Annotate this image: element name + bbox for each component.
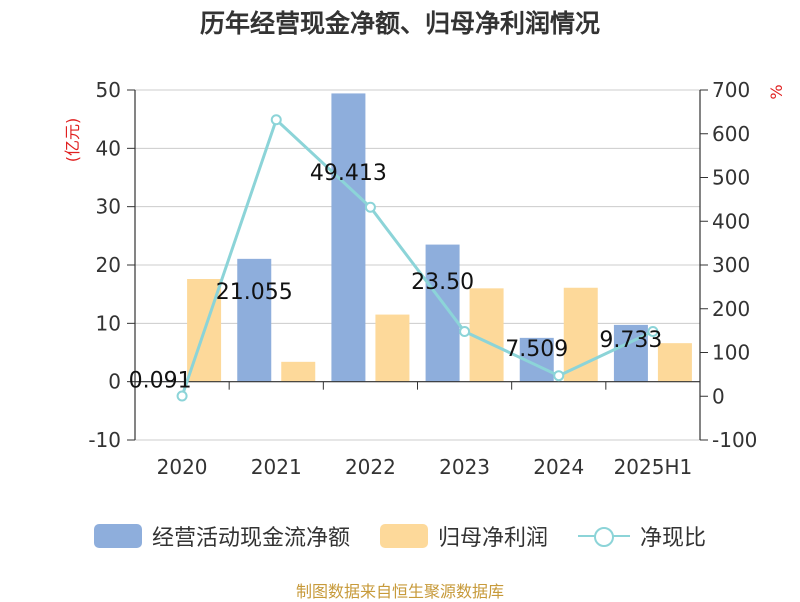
y-right-tick-label: 600 [712, 122, 750, 146]
x-tick-label: 2022 [345, 455, 396, 479]
data-label-cashflow: 0.091 [129, 369, 192, 394]
source-note: 制图数据来自恒生聚源数据库 [295, 582, 504, 601]
data-label-cashflow: 21.055 [216, 280, 293, 305]
bar-cashflow [425, 244, 460, 382]
bar-net-profit [563, 287, 598, 382]
data-label-cashflow: 49.413 [310, 161, 387, 186]
y-left-tick-label: 40 [96, 136, 121, 160]
x-tick-label: 2023 [439, 455, 490, 479]
y-right-tick-label: 0 [712, 384, 725, 408]
y-left-tick-label: 20 [96, 253, 121, 277]
legend-swatch-net-profit [379, 524, 428, 548]
y-right-tick-label: 500 [712, 166, 750, 190]
data-label-cashflow: 7.509 [505, 337, 568, 362]
y-left-tick-label: 10 [96, 311, 121, 335]
chart-title: 历年经营现金净额、归母净利润情况 [199, 9, 600, 38]
data-label-cashflow: 9.733 [599, 328, 662, 353]
x-tick-label: 2020 [157, 455, 208, 479]
y-right-tick-label: 700 [712, 78, 750, 102]
y-right-unit: % [767, 84, 786, 99]
point-ratio [553, 370, 565, 382]
x-tick-label: 2025H1 [614, 455, 693, 479]
legend-label-cashflow: 经营活动现金流净额 [151, 526, 350, 551]
x-tick-label: 2024 [533, 455, 584, 479]
legend-swatch-ratio [578, 524, 630, 548]
bar-net-profit [657, 343, 692, 382]
legend-item-cashflow[interactable]: 经营活动现金流净额 [93, 520, 350, 552]
bar-cashflow [237, 258, 272, 382]
legend-item-ratio[interactable]: 净现比 [578, 520, 706, 552]
bar-net-profit [281, 361, 316, 382]
x-tick-label: 2021 [251, 455, 302, 479]
legend-item-net-profit[interactable]: 归母净利润 [379, 520, 548, 552]
y-right-tick-label: 200 [712, 297, 750, 321]
point-ratio [270, 114, 282, 126]
bar-net-profit [375, 314, 410, 382]
point-ratio [176, 390, 188, 402]
point-ratio [459, 326, 471, 337]
bar-cashflow [613, 324, 648, 382]
point-ratio [364, 201, 376, 213]
y-right-tick-label: -100 [712, 428, 757, 452]
y-right-tick-label: 100 [712, 341, 750, 365]
y-left-tick-label: 50 [96, 78, 121, 102]
y-right-tick-label: 300 [712, 253, 750, 277]
y-left-tick-label: -10 [88, 428, 121, 452]
data-label-cashflow: 23.50 [411, 270, 474, 295]
y-left-tick-label: 0 [108, 370, 121, 394]
point-ratio [647, 326, 659, 337]
line-ratio [180, 117, 654, 397]
y-left-unit: (亿元) [63, 118, 82, 163]
legend: 经营活动现金流净额 归母净利润 净现比 [0, 514, 800, 558]
bar-cashflow [331, 93, 366, 382]
legend-swatch-cashflow [93, 524, 142, 548]
legend-label-ratio: 净现比 [640, 526, 707, 551]
y-left-tick-label: 30 [96, 195, 121, 219]
legend-label-net-profit: 归母净利润 [437, 526, 548, 551]
y-right-tick-label: 400 [712, 209, 750, 233]
